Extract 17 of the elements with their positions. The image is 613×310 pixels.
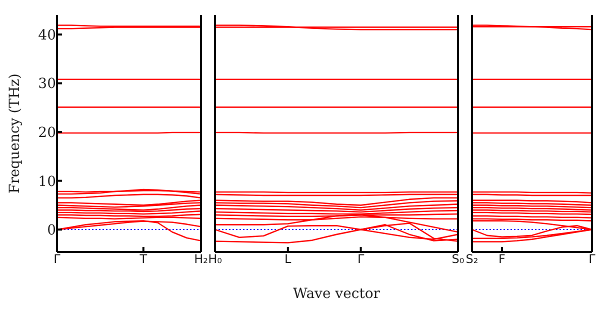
x-tick-label: F <box>498 252 506 266</box>
y-tick-label: 0 <box>47 222 56 239</box>
x-tick-label: H₀ <box>208 252 222 266</box>
y-axis-title: Frequency (THz) <box>6 73 23 194</box>
y-tick-label: 10 <box>38 174 56 190</box>
x-axis-title: Wave vector <box>293 286 380 302</box>
x-tick-label: T <box>138 252 148 266</box>
x-tick-label: Γ <box>588 252 596 266</box>
y-tick-label: 40 <box>38 27 56 44</box>
x-tick-label: L <box>284 252 292 266</box>
x-tick-label: H₂ <box>194 252 208 266</box>
x-tick-label: Γ <box>357 252 364 266</box>
x-tick-label: S₀ <box>452 252 464 266</box>
y-tick-label: 30 <box>38 76 56 92</box>
y-tick-label: 20 <box>38 125 56 142</box>
x-tick-label: Γ <box>54 252 61 266</box>
x-tick-label: S₂ <box>466 252 478 266</box>
